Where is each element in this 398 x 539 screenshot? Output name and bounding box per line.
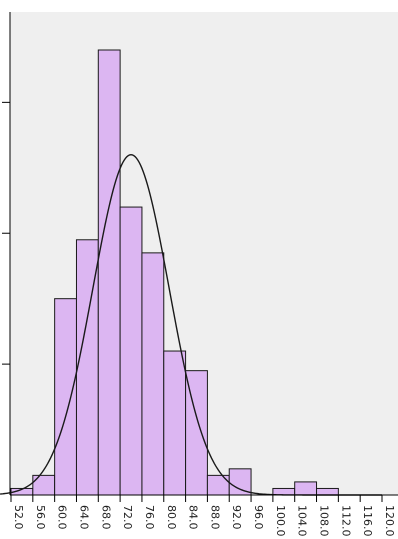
bar-72-76 <box>119 206 143 496</box>
x-tick-label: 64.0 <box>77 505 90 530</box>
x-tick-label: 56.0 <box>34 505 47 530</box>
bar-68-72 <box>97 49 121 496</box>
x-tick-label: 100.0 <box>274 505 287 537</box>
x-tick-label: 60.0 <box>56 505 69 530</box>
x-tick-label: 104.0 <box>296 505 309 537</box>
bar-92-96 <box>228 468 252 496</box>
x-tick-label: 92.0 <box>230 505 243 530</box>
x-tick-label: 108.0 <box>318 505 331 537</box>
x-tick-label: 72.0 <box>121 505 134 530</box>
y-axis-ticks <box>2 101 10 365</box>
x-tick-label: 120.0 <box>383 505 396 537</box>
bar-80-84 <box>163 350 187 496</box>
bar-100-104 <box>272 487 296 496</box>
bar-88-92 <box>206 474 230 496</box>
bar-56-60 <box>32 474 56 496</box>
x-tick-label: 116.0 <box>361 505 374 537</box>
x-tick-label: 96.0 <box>252 505 265 530</box>
x-axis-tick-labels: 52.0 56.0 60.0 64.0 68.0 72.0 76.0 80.0 84.0 88.0… <box>12 505 396 537</box>
bar-76-80 <box>141 252 165 496</box>
histogram-bars <box>10 49 339 496</box>
bar-104-108 <box>294 481 318 496</box>
x-tick-label: 52.0 <box>12 505 25 530</box>
x-tick-label: 112.0 <box>339 505 352 537</box>
x-tick-label: 84.0 <box>187 505 200 530</box>
x-tick-label: 68.0 <box>99 505 112 530</box>
x-tick-label: 88.0 <box>208 505 221 530</box>
bar-108-112 <box>316 487 339 496</box>
bar-60-64 <box>54 298 77 496</box>
x-tick-label: 76.0 <box>143 505 156 530</box>
x-tick-label: 80.0 <box>165 505 178 530</box>
x-axis-ticks <box>10 495 383 502</box>
